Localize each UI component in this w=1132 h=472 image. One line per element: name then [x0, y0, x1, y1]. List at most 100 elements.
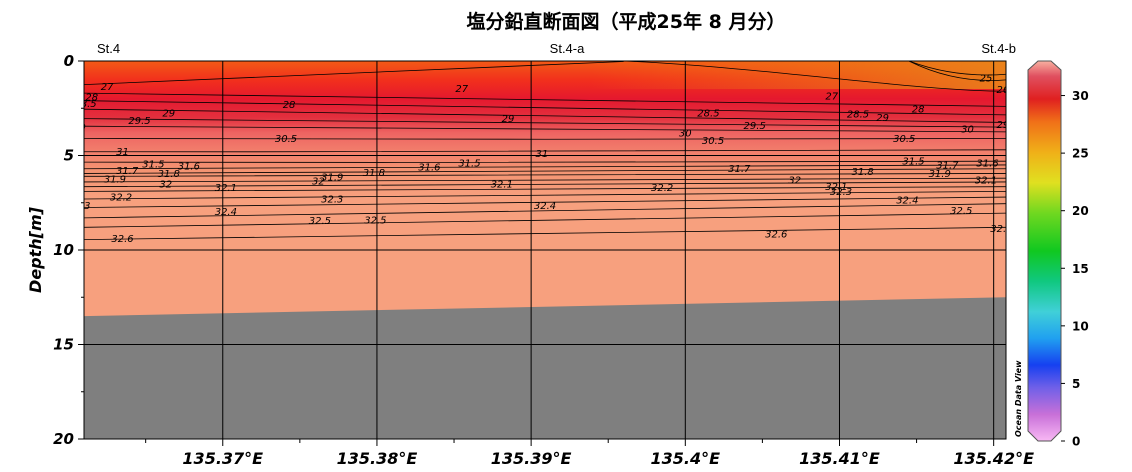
contour-label: 27: [825, 91, 838, 102]
contour-label: 32.3: [321, 194, 343, 205]
surface-warm-patch: [84, 61, 1006, 89]
x-tick-label: 135.4°E: [651, 449, 721, 468]
contour-label: 32.4: [896, 195, 918, 206]
grid-lines: [84, 61, 1006, 439]
contour-label: 28: [283, 100, 296, 111]
contour-line: [84, 61, 624, 86]
contour-label: 27: [101, 82, 114, 93]
contour-label: 32.6: [765, 229, 787, 240]
contour-label: 31.9: [104, 175, 126, 186]
contour-label: 31.6: [178, 161, 200, 172]
contour-label: 31.7: [116, 166, 139, 177]
contour-label: 31.9: [321, 173, 343, 184]
contour-label: 32.5: [950, 206, 972, 217]
colorbar: 0 5 10 15 20 25 30: [1027, 60, 1089, 449]
chart-title: 塩分鉛直断面図（平成25年 8 月分）: [467, 10, 786, 33]
colorbar-tick-label: 25: [1072, 147, 1089, 161]
contour-line: [623, 61, 1006, 92]
colorbar-tick-label: 10: [1072, 319, 1089, 333]
colorbar-tick-label: 15: [1072, 262, 1089, 276]
contour-label: 31: [116, 147, 129, 158]
contour-label: 32.5: [364, 215, 386, 226]
contour-label: 31.8: [851, 167, 873, 178]
contour-label: 28.5: [697, 108, 719, 119]
contour-label: 25: [980, 74, 993, 85]
contour-label: 30.5: [275, 134, 297, 145]
contour-label: 30.5: [893, 134, 915, 145]
y-tick-label: 20: [53, 430, 74, 448]
contour-label: 31.7: [936, 160, 959, 171]
contour-label: 29: [997, 120, 1010, 131]
contour-label: 32.6: [111, 234, 133, 245]
contour-label: 29: [876, 113, 889, 124]
contour-line: [84, 160, 1006, 163]
colorbar-tick-label: 5: [1072, 377, 1080, 391]
station-label: St.4: [97, 41, 120, 56]
contour-label: 30: [679, 128, 692, 139]
x-tick-label: 135.39°E: [491, 449, 572, 468]
contour-label: 32.3: [68, 201, 90, 212]
contour-label: 26: [997, 85, 1010, 96]
contour-label: 31.9: [929, 169, 951, 180]
colorbar-ticks: 0 5 10 15 20 25 30: [1061, 89, 1089, 449]
contour-label: 32: [159, 179, 172, 190]
contour-line: [908, 61, 1006, 81]
contour-label: 32.1: [491, 179, 513, 190]
contour-label: 31.5: [902, 157, 924, 168]
y-axis: 0 5 10 15 20: [53, 52, 84, 448]
contour-label: 29: [502, 114, 515, 125]
contour-label: 27: [455, 84, 468, 95]
contour-label: 28.5: [847, 109, 869, 120]
colorbar-tick-label: 30: [1072, 89, 1089, 103]
y-tick-label: 5: [64, 147, 74, 165]
contour-label: 29: [162, 108, 175, 119]
contour-label: 32.2: [110, 193, 132, 204]
contour-label: 28: [85, 92, 98, 103]
contour-label: 29.5: [744, 121, 766, 132]
contour-label: 32.1: [825, 182, 847, 193]
contour-label: 32.5: [309, 216, 331, 227]
x-axis: 135.37°E 135.38°E 135.39°E 135.4°E 135.41°E 1…: [145, 439, 1034, 468]
contour-label: 32.4: [534, 201, 556, 212]
station-labels: St.4 St.4-a St.4-b: [97, 41, 1016, 56]
station-label: St.4-b: [981, 41, 1016, 56]
colorbar-body: [1027, 60, 1062, 442]
contour-label: 31.7: [728, 164, 751, 175]
contour-label: 31.6: [418, 162, 440, 173]
contour-label: 32.2: [651, 183, 673, 194]
contour-line: [84, 138, 1006, 140]
y-tick-label: 10: [53, 241, 74, 259]
contour-label: 32.1: [215, 183, 237, 194]
contour-label: 29.5: [128, 116, 150, 127]
y-tick-label: 15: [53, 336, 74, 354]
station-label: St.4-a: [550, 41, 585, 56]
contour-label: 31: [536, 149, 549, 160]
contour-label: 32.4: [215, 207, 237, 218]
contour-label: 32.6: [990, 224, 1012, 235]
contour-label: 30: [961, 125, 974, 136]
contour-label: 31.5: [142, 160, 164, 171]
x-tick-label: 135.42°E: [953, 449, 1034, 468]
contour-label: 32.1: [975, 176, 997, 187]
contour-label: 30: [73, 123, 86, 134]
y-axis-label: Depth[m]: [26, 206, 45, 293]
contour-label: 28: [912, 105, 925, 116]
contour-line: [908, 61, 1006, 76]
contour-label: 32: [312, 177, 325, 188]
x-tick-label: 135.38°E: [337, 449, 418, 468]
seabed-area: [84, 297, 1006, 439]
ocean-data-view-watermark: Ocean Data View: [1014, 360, 1023, 437]
colorbar-tick-label: 0: [1072, 435, 1080, 449]
contour-label: 31.5: [458, 159, 480, 170]
contour-label: 31.8: [363, 168, 385, 179]
contour-label: 32: [788, 176, 801, 187]
contour-label: 31.6: [976, 159, 998, 170]
contour-label: 30.5: [702, 136, 724, 147]
x-tick-label: 135.41°E: [799, 449, 880, 468]
y-tick-label: 0: [64, 52, 74, 70]
colorbar-tick-label: 20: [1072, 204, 1089, 218]
contour-label: 28.5: [74, 99, 96, 110]
